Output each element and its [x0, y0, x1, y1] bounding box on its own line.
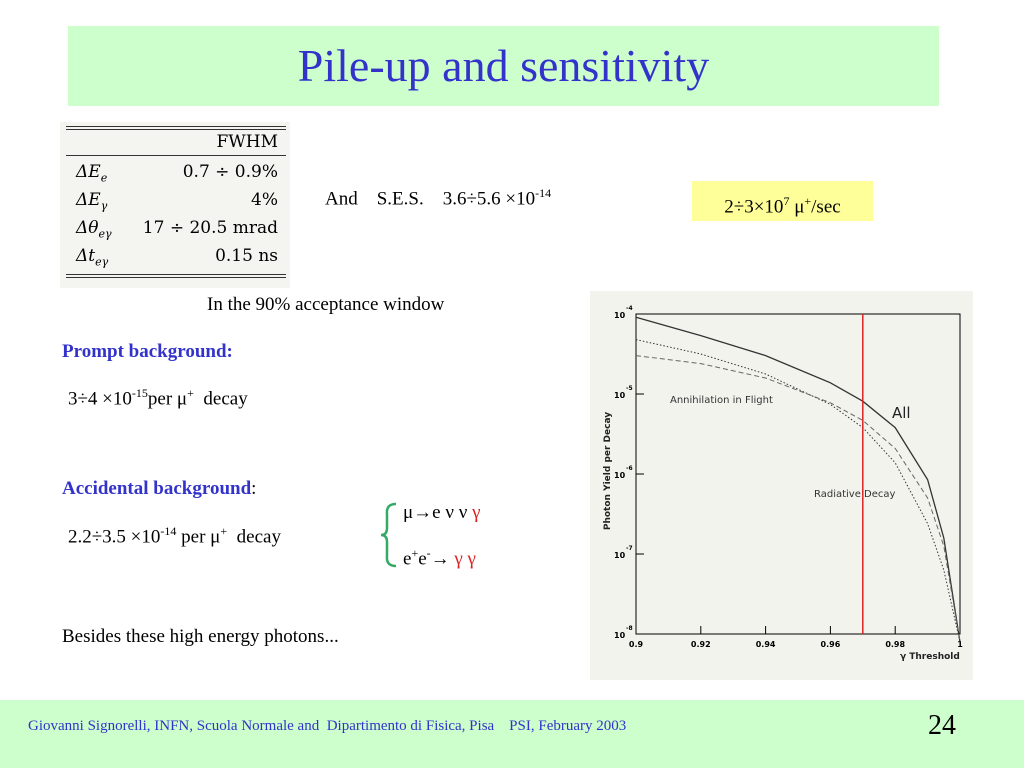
y-axis-label: Photon Yield per Decay — [603, 412, 613, 530]
annotation-all: All — [892, 404, 911, 422]
acceptance-text: In the 90% acceptance window — [207, 294, 445, 315]
resolution-table: FWHM ΔEe 0.7 ÷ 0.9% ΔEγ 4% Δθeγ 17 ÷ 20.… — [60, 122, 290, 288]
table-header-rule — [66, 155, 286, 156]
prompt-heading: Prompt background: — [62, 341, 233, 362]
footer-text: Giovanni Signorelli, INFN, Scuola Normal… — [28, 718, 627, 734]
table-row-value: 0.7 ÷ 0.9% — [182, 162, 278, 182]
y-tick-label: 10 — [614, 471, 626, 480]
table-row-label: Δθeγ — [76, 218, 112, 241]
accidental-heading: Accidental background: — [62, 478, 257, 499]
besides-text: Besides these high energy photons... — [62, 626, 339, 647]
table-top-rule-2 — [66, 129, 286, 130]
table-row-value: 4% — [251, 190, 278, 210]
y-tick-exp: -8 — [626, 625, 633, 632]
x-axis-label: γ Threshold — [900, 652, 960, 662]
page-number: 24 — [928, 710, 956, 741]
ses-line: And S.E.S. 3.6÷5.6 ×10-14 — [325, 186, 551, 210]
chart-svg: 10-410-510-610-710-8 0.9 0.92 0.94 0.96 0.98… — [603, 305, 963, 662]
reaction-1: μ→e ν ν γ — [403, 502, 481, 523]
y-tick-label: 10 — [614, 551, 626, 560]
title-bar: Pile-up and sensitivity — [68, 26, 939, 106]
rate-text: 2÷3×107 μ+/sec — [724, 194, 841, 218]
prompt-value: 3÷4 ×10-15per μ+ decay — [68, 386, 248, 410]
x-tick-label: 0.92 — [691, 640, 711, 649]
ses-label: S.E.S. — [376, 188, 424, 210]
accidental-value: 2.2÷3.5 ×10-14 per μ+ decay — [68, 524, 281, 548]
series-line — [635, 316, 961, 643]
series-line — [635, 339, 961, 643]
table-bottom-rule — [66, 274, 286, 275]
curly-brace — [380, 502, 397, 568]
slide-title: Pile-up and sensitivity — [297, 40, 710, 91]
table-row-label: Δteγ — [76, 246, 109, 269]
photon-yield-chart: 10 -4 10 -5 10 -6 10 -7 10 -8 0.9 0.92 0.94 0.96 0.98… — [590, 291, 973, 680]
x-tick-label: 1 — [957, 640, 963, 649]
y-tick-exp: -6 — [626, 465, 633, 472]
table-row-label: ΔEe — [76, 162, 108, 185]
ses-exp: -14 — [535, 186, 552, 200]
ses-and: And — [325, 188, 358, 210]
table-row-value: 17 ÷ 20.5 mrad — [142, 218, 278, 238]
x-tick-label: 0.94 — [756, 640, 776, 649]
footer-bar: Giovanni Signorelli, INFN, Scuola Normal… — [0, 700, 1024, 768]
table-row-label: ΔEγ — [76, 190, 108, 213]
y-tick-exp: -5 — [626, 385, 633, 392]
y-tick-exp: -4 — [626, 305, 633, 312]
x-tick-label: 0.9 — [629, 640, 644, 649]
table-top-rule — [66, 126, 286, 127]
annotation-radiative: Radiative Decay — [814, 489, 896, 500]
table-header: FWHM — [216, 132, 278, 152]
y-tick-label: 10 — [614, 311, 626, 320]
y-tick-exp: -7 — [626, 545, 633, 552]
table-bottom-rule-2 — [66, 277, 286, 278]
table-row-value: 0.15 ns — [215, 246, 278, 266]
ses-value: 3.6÷5.6 ×10 — [442, 188, 536, 210]
x-tick-label: 0.96 — [821, 640, 841, 649]
reaction-2: e+e-→ γ γ — [403, 546, 476, 570]
y-tick-label: 10 — [614, 391, 626, 400]
rate-box: 2÷3×107 μ+/sec — [692, 181, 873, 221]
x-tick-label: 0.98 — [885, 640, 905, 649]
annotation-annihilation: Annihilation in Flight — [670, 395, 773, 406]
y-tick-label: 10 — [614, 631, 626, 640]
